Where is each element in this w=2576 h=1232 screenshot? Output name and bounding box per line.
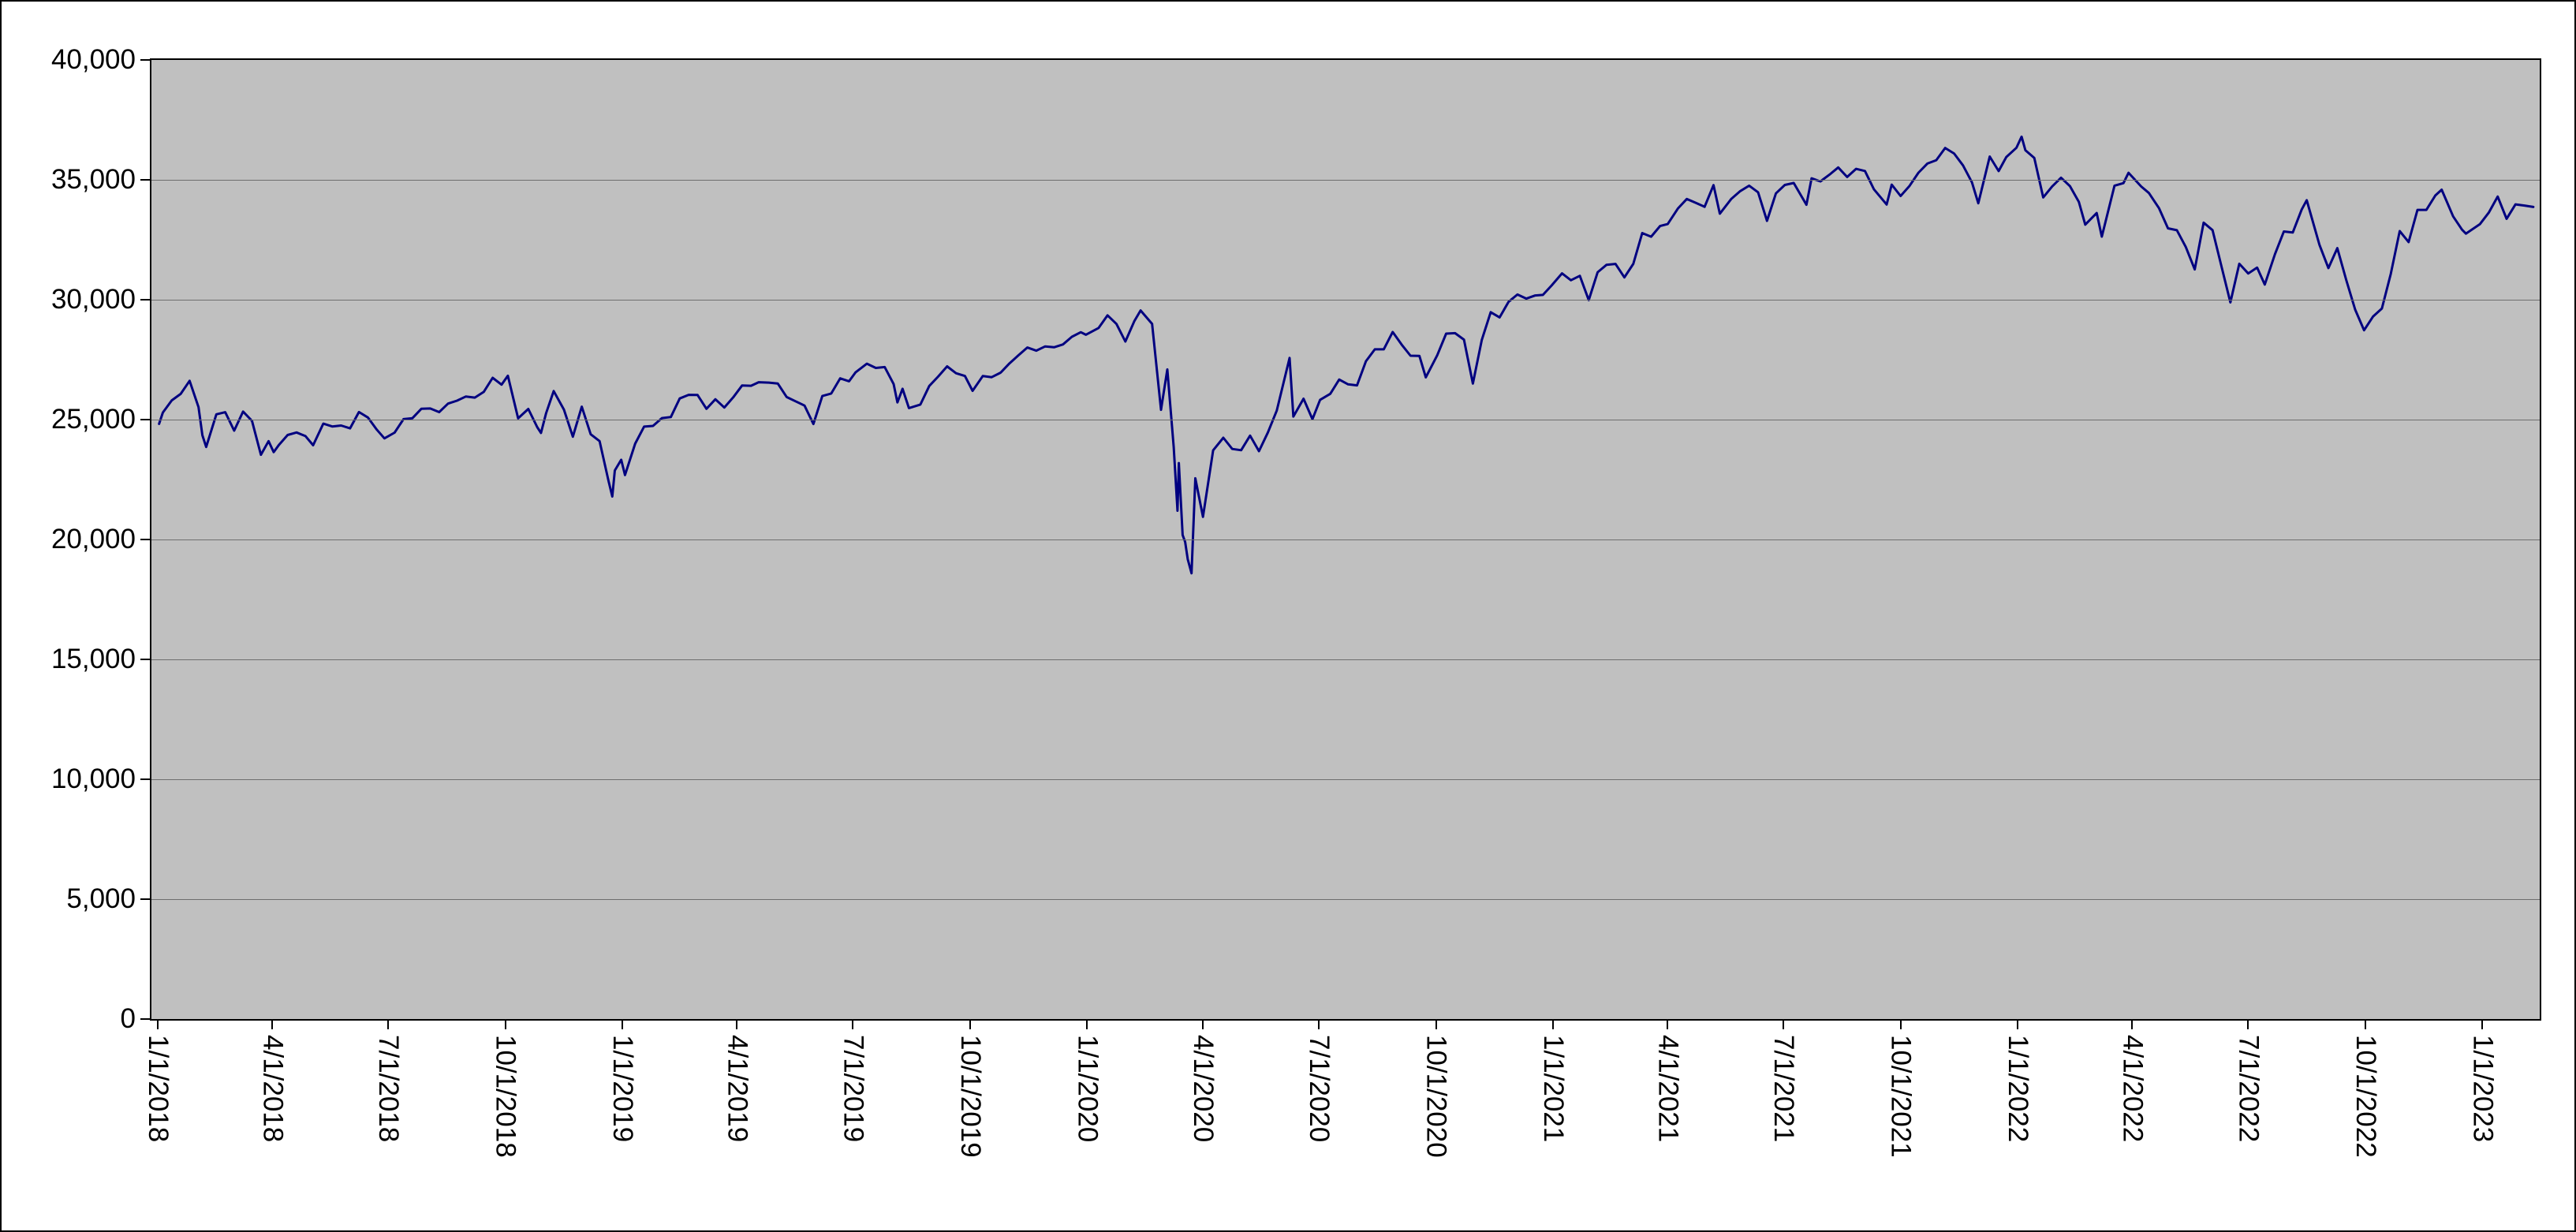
x-axis-label: 10/1/2019 [954, 1035, 986, 1158]
y-axis-label: 15,000 [50, 644, 136, 674]
gridline [151, 179, 2540, 181]
x-axis-tick [2364, 1021, 2366, 1029]
x-axis-label: 7/1/2021 [1768, 1035, 1800, 1143]
y-axis-tick [140, 659, 150, 660]
x-axis-label: 10/1/2021 [1885, 1035, 1917, 1158]
x-axis-label: 7/1/2020 [1304, 1035, 1335, 1143]
x-axis-label: 7/1/2019 [838, 1035, 869, 1143]
x-axis-tick [2131, 1021, 2134, 1029]
gridline [151, 539, 2540, 540]
y-axis-label: 20,000 [50, 524, 136, 554]
x-axis-tick [622, 1021, 624, 1029]
x-axis-tick [2247, 1021, 2249, 1029]
x-axis-tick [2017, 1021, 2019, 1029]
x-axis-tick [2481, 1021, 2484, 1029]
x-axis-tick [387, 1021, 390, 1029]
y-axis-tick [140, 1018, 150, 1020]
x-axis-tick [1783, 1021, 1785, 1029]
gridline [151, 659, 2540, 660]
x-axis-tick [1086, 1021, 1088, 1029]
x-axis-label: 1/1/2022 [2003, 1035, 2034, 1143]
x-axis-label: 1/1/2020 [1072, 1035, 1103, 1143]
x-axis-label: 4/1/2021 [1652, 1035, 1684, 1143]
x-axis-label: 1/1/2018 [143, 1035, 174, 1143]
plot-area [150, 58, 2541, 1021]
x-axis-label: 4/1/2020 [1188, 1035, 1219, 1143]
x-axis-tick [1552, 1021, 1555, 1029]
x-axis-tick [736, 1021, 738, 1029]
y-axis-label: 0 [120, 1003, 136, 1034]
y-axis-label: 25,000 [50, 404, 136, 435]
x-axis-label: 7/1/2018 [373, 1035, 405, 1143]
gridline [151, 898, 2540, 900]
x-axis-tick [157, 1021, 159, 1029]
x-axis-tick [852, 1021, 854, 1029]
x-axis-label: 1/1/2021 [1538, 1035, 1570, 1143]
x-axis-tick [1202, 1021, 1204, 1029]
y-axis-tick [140, 778, 150, 780]
y-axis-tick [140, 59, 150, 61]
x-axis-label: 4/1/2019 [722, 1035, 753, 1143]
y-axis-tick [140, 539, 150, 540]
y-axis-tick [140, 898, 150, 900]
x-axis-tick [271, 1021, 274, 1029]
x-axis-tick [1899, 1021, 1902, 1029]
x-axis-tick [1435, 1021, 1437, 1029]
series-line [158, 135, 2535, 575]
gridline [151, 299, 2540, 301]
x-axis-label: 1/1/2019 [607, 1035, 639, 1143]
y-axis-tick [140, 299, 150, 301]
y-axis-tick [140, 179, 150, 181]
series-svg [158, 135, 2535, 575]
y-axis-label: 10,000 [50, 763, 136, 794]
x-axis-tick [1667, 1021, 1669, 1029]
gridline [151, 778, 2540, 780]
y-axis-label: 40,000 [50, 44, 136, 75]
x-axis-label: 10/1/2018 [490, 1035, 521, 1158]
x-axis-tick [969, 1021, 971, 1029]
x-axis-label: 1/1/2023 [2467, 1035, 2499, 1143]
x-axis-label: 4/1/2022 [2117, 1035, 2149, 1143]
y-axis-label: 35,000 [50, 164, 136, 195]
x-axis-label: 10/1/2020 [1421, 1035, 1452, 1158]
y-axis-tick [140, 419, 150, 420]
x-axis-label: 4/1/2018 [257, 1035, 289, 1143]
y-axis-label: 30,000 [50, 284, 136, 315]
x-axis-label: 7/1/2022 [2233, 1035, 2264, 1143]
x-axis-tick [1318, 1021, 1320, 1029]
x-axis-label: 10/1/2022 [2350, 1035, 2381, 1158]
y-axis-label: 5,000 [66, 883, 136, 914]
x-axis-tick [504, 1021, 506, 1029]
